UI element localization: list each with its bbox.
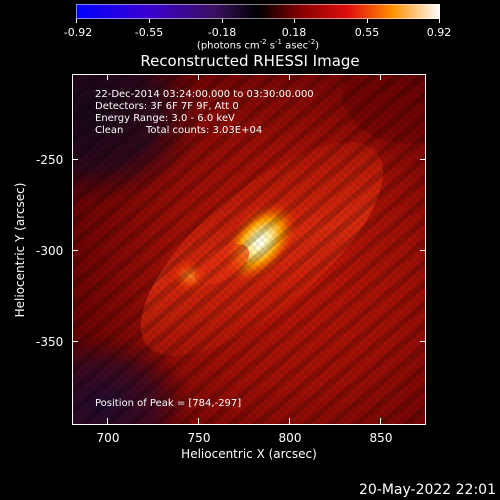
colorbar-tick-label: -0.18	[207, 26, 237, 39]
y-tick-label: -350	[36, 335, 64, 349]
colorbar-tick-label: 0.18	[281, 26, 307, 39]
y-axis-label: Heliocentric Y (arcsec)	[13, 182, 27, 318]
x-tick-label: 750	[187, 431, 211, 445]
x-axis-label: Heliocentric X (arcsec)	[181, 447, 317, 461]
x-tick-label: 850	[369, 431, 393, 445]
y-tick-label: -300	[36, 244, 64, 258]
algorithm-text: Clean	[95, 125, 124, 136]
colorbar-tick-label: 0.92	[426, 26, 452, 39]
energy-range-text: Energy Range: 3.0 - 6.0 keV	[95, 113, 235, 124]
y-tick-label: -250	[36, 153, 64, 167]
render-timestamp: 20-May-2022 22:01	[358, 482, 496, 498]
peak-position-text: Position of Peak = [784,-297]	[95, 398, 242, 409]
colorbar-tick-label: -0.55	[134, 26, 164, 39]
rhessi-image	[72, 74, 426, 425]
time-range-text: 22-Dec-2014 03:24:00.000 to 03:30:00.000	[95, 89, 314, 100]
colorbar-units: (photons cm-2 s-1 asec-2)	[196, 38, 320, 52]
total-counts-text: Total counts: 3.03E+04	[146, 125, 263, 136]
detectors-text: Detectors: 3F 6F 7F 9F, Att 0	[95, 101, 239, 112]
colorbar-tick-label: 0.55	[354, 26, 380, 39]
x-tick-label: 800	[278, 431, 302, 445]
x-tick-label: 700	[96, 431, 120, 445]
plot-title: Reconstructed RHESSI Image	[140, 52, 360, 70]
colorbar	[76, 4, 440, 19]
colorbar-tick-label: -0.92	[63, 26, 93, 39]
